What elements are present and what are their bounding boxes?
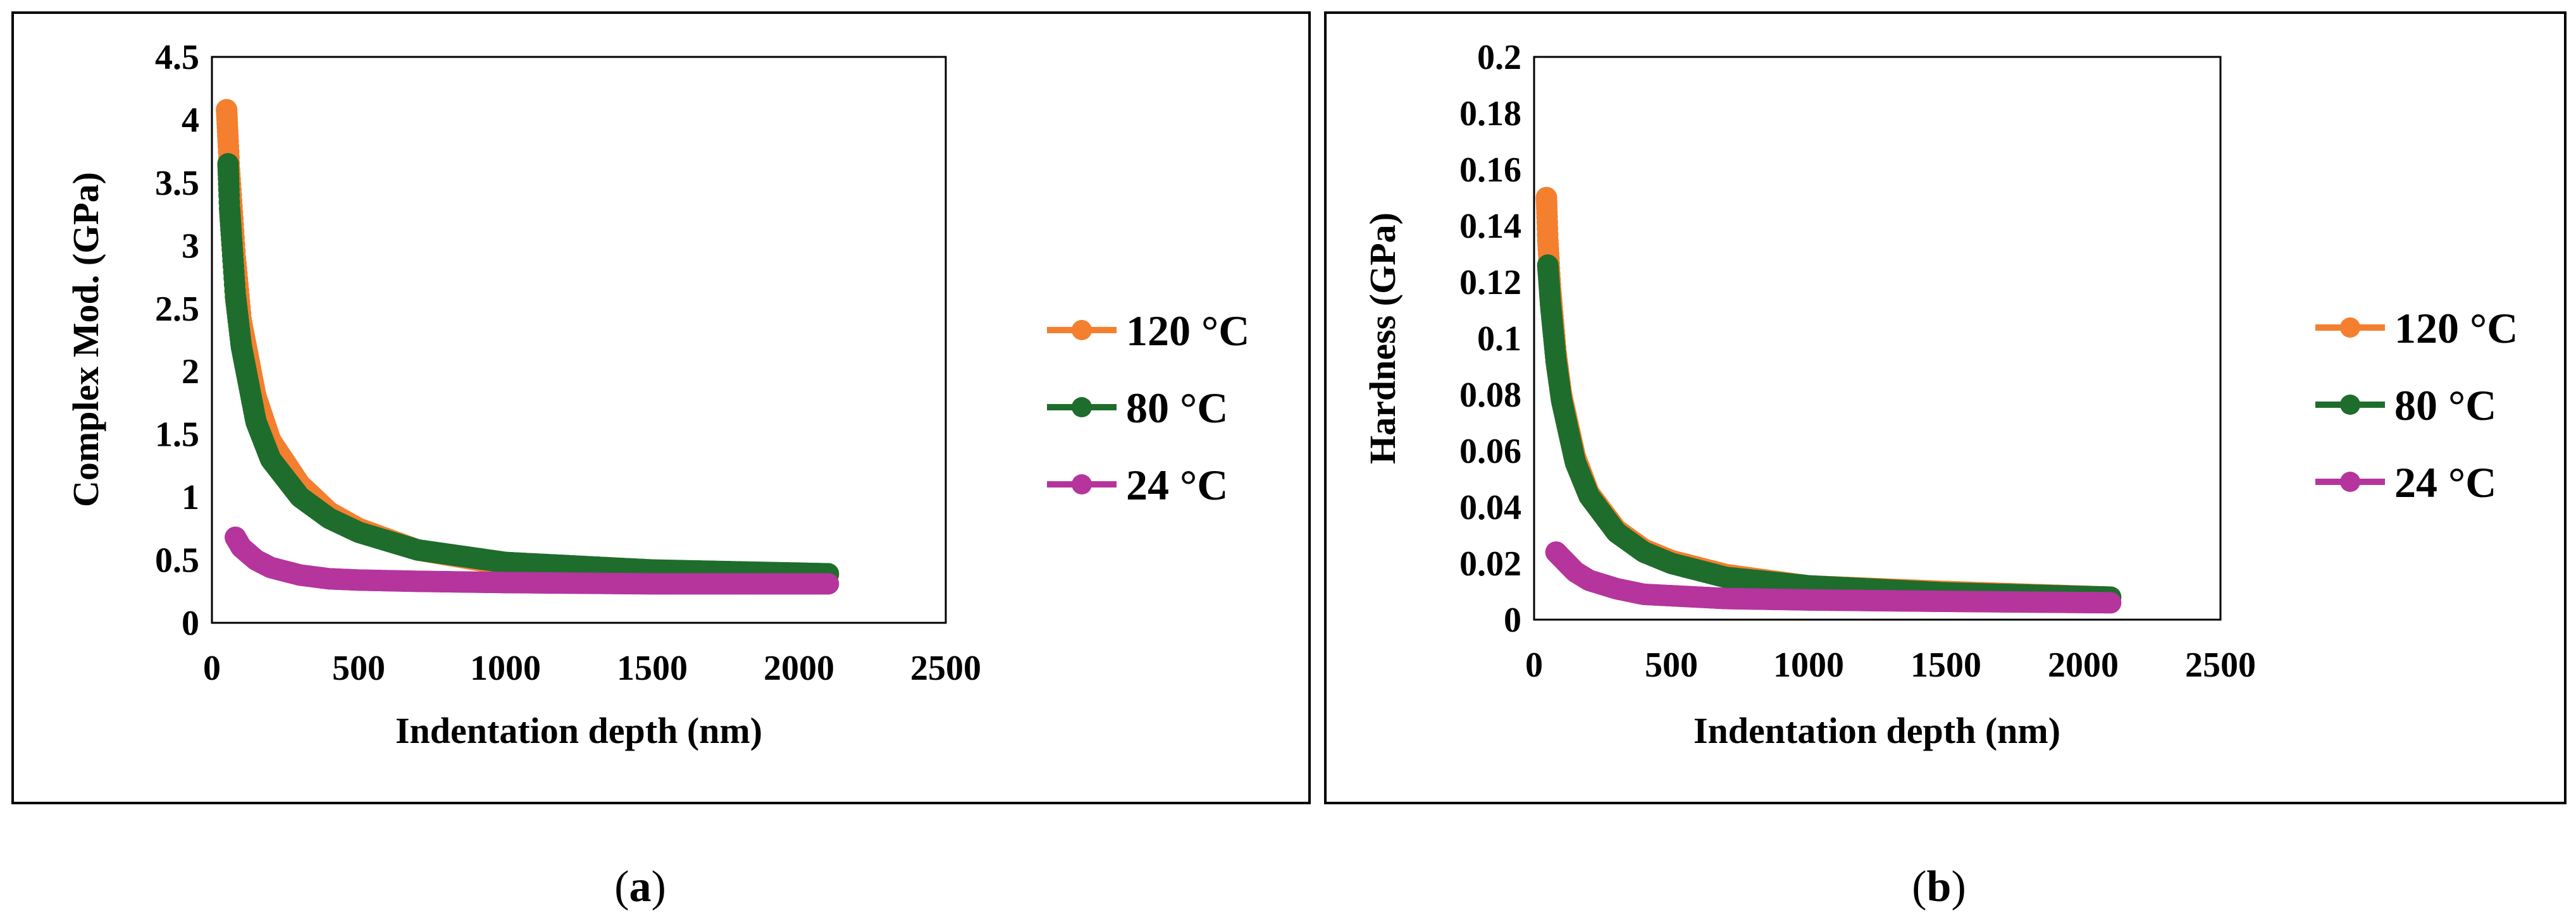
panel-b: 00.020.040.060.080.10.120.140.160.180.2 … xyxy=(1324,11,2567,804)
panel-b-x-ticks: 0 500 1000 1500 2000 2500 xyxy=(1525,646,2256,685)
panel-a-caption: (a) xyxy=(614,862,666,911)
panel-a-y-tick-label: 2 xyxy=(182,352,199,391)
panel-b-y-tick-label: 0.2 xyxy=(1477,38,1521,77)
panel-b-x-tick-label: 1000 xyxy=(1773,646,1844,685)
panel-a-x-ticks: 0 500 1000 1500 2000 2500 xyxy=(203,649,981,688)
panel-a-x-tick-label: 1500 xyxy=(617,649,688,688)
legend-marker xyxy=(1072,320,1092,340)
panel-a-y-tick-label: 3.5 xyxy=(155,164,199,203)
panel-a: 0 0.5 1 1.5 2 2.5 3 3.5 4 4.5 0 500 1000 1500 2000 250… xyxy=(11,11,1311,804)
panel-a-x-axis-title: Indentation depth (nm) xyxy=(395,710,762,751)
legend-marker xyxy=(2340,395,2360,415)
panel-b-x-tick-label: 0 xyxy=(1525,646,1543,685)
legend-marker xyxy=(1072,397,1092,417)
panel-b-x-tick-label: 2000 xyxy=(2048,646,2119,685)
legend-label: 24 °C xyxy=(1126,461,1228,509)
panel-b-series xyxy=(1535,187,2122,614)
legend-label: 24 °C xyxy=(2394,458,2496,506)
panel-b-x-axis-title: Indentation depth (nm) xyxy=(1694,710,2060,751)
panel-b-point-24c xyxy=(2100,592,2122,614)
legend-label: 120 °C xyxy=(1126,307,1249,355)
panel-a-series xyxy=(216,99,839,595)
panel-a-y-axis-title: Complex Mod. (GPa) xyxy=(65,172,106,507)
panel-b-y-tick-label: 0.02 xyxy=(1459,544,1521,584)
legend-label: 120 °C xyxy=(2394,304,2518,352)
panel-a-x-tick-label: 1000 xyxy=(470,649,541,688)
legend-marker xyxy=(2340,317,2360,338)
panel-a-y-tick-label: 2.5 xyxy=(155,290,199,329)
panel-b-y-tick-label: 0.12 xyxy=(1459,263,1521,302)
legend-label: 80 °C xyxy=(1126,384,1228,432)
legend-label: 80 °C xyxy=(2394,381,2496,429)
panel-b-x-tick-label: 2500 xyxy=(2185,646,2256,685)
panel-a-y-tick-label: 4 xyxy=(182,101,199,140)
legend-marker xyxy=(1072,474,1092,494)
panel-b-y-tick-label: 0.06 xyxy=(1459,432,1521,471)
panel-b-x-tick-label: 1500 xyxy=(1910,646,1981,685)
panel-a-y-tick-label: 1.5 xyxy=(155,415,199,455)
panel-b-x-tick-label: 500 xyxy=(1645,646,1698,685)
panel-a-x-tick-label: 2500 xyxy=(910,649,981,688)
panel-a-point-24c xyxy=(817,573,839,595)
panel-a-y-tick-label: 4.5 xyxy=(155,38,199,77)
panel-b-caption: (b) xyxy=(1912,862,1966,911)
panel-b-plot-area xyxy=(1533,56,2222,621)
panel-a-y-tick-label: 0 xyxy=(182,604,199,643)
panel-b-y-tick-label: 0.18 xyxy=(1459,94,1521,133)
panel-a-x-tick-label: 2000 xyxy=(764,649,834,688)
panel-b-y-tick-label: 0 xyxy=(1504,601,1521,640)
legend-marker xyxy=(2340,472,2360,492)
panel-a-x-tick-label: 500 xyxy=(332,649,385,688)
panel-a-x-tick-label: 0 xyxy=(203,649,221,688)
panel-b-y-tick-label: 0.1 xyxy=(1477,319,1521,359)
panel-b-legend: 120 °C 80 °C 24 °C xyxy=(2315,304,2518,506)
panel-b-y-axis-title: Hardness (GPa) xyxy=(1362,212,1403,464)
panel-b-caption-letter: b xyxy=(1927,862,1952,911)
panel-a-y-tick-label: 3 xyxy=(182,226,199,266)
panel-b-y-tick-label: 0.14 xyxy=(1459,207,1521,246)
panel-a-y-tick-label: 1 xyxy=(182,478,199,517)
panel-a-y-tick-label: 0.5 xyxy=(155,541,199,580)
panel-a-y-ticks: 0 0.5 1 1.5 2 2.5 3 3.5 4 4.5 xyxy=(155,38,199,643)
panel-b-y-ticks: 0 0.02 0.04 0.06 0.08 0.1 0.12 0.14 0.16 0.18 0.2 xyxy=(1459,38,1521,640)
panel-b-y-tick-label: 0.16 xyxy=(1459,150,1521,190)
panel-b-y-tick-label: 0.08 xyxy=(1459,376,1521,415)
panel-a-plot-area xyxy=(211,56,947,624)
panel-a-legend: 120 °C 80 °C 24 °C xyxy=(1047,307,1249,509)
panel-a-caption-letter: a xyxy=(629,862,652,911)
panel-b-y-tick-label: 0.04 xyxy=(1459,488,1521,527)
